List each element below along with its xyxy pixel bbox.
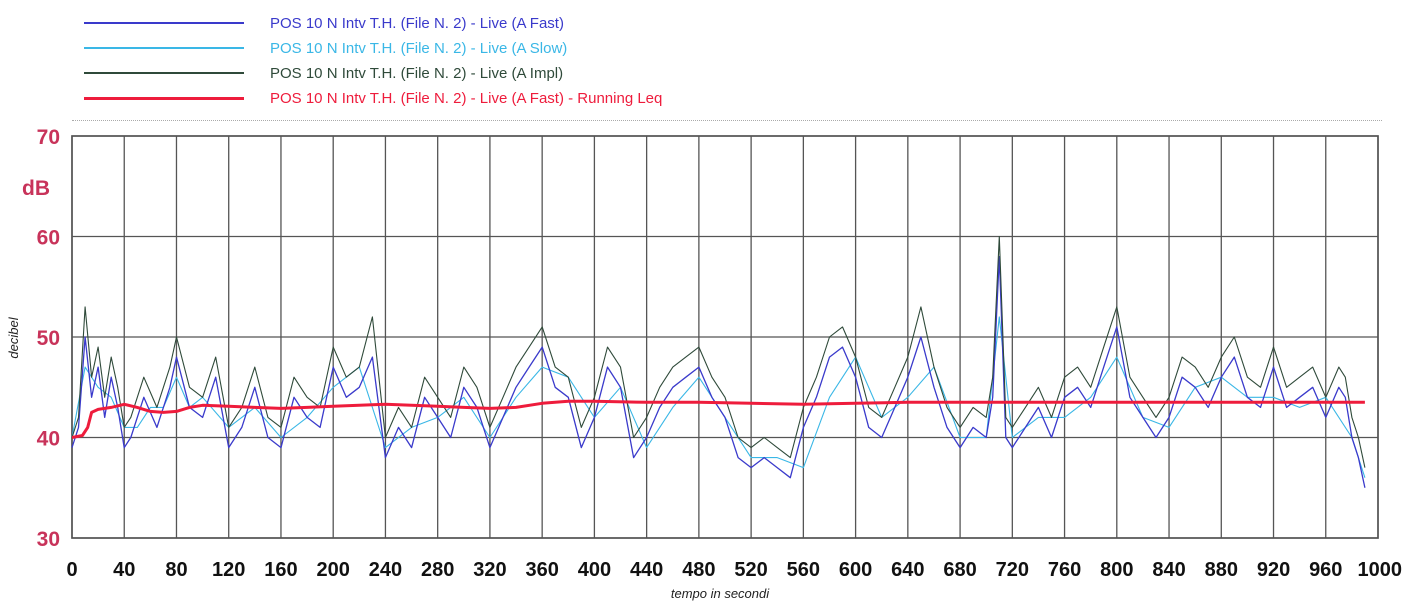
x-axis-label: tempo in secondi: [671, 586, 770, 601]
series-layer: [71, 235, 1366, 488]
x-tick-label: 80: [165, 559, 187, 581]
legend-swatch: [84, 72, 244, 74]
chart-legend: POS 10 N Intv T.H. (File N. 2) - Live (A…: [72, 6, 1382, 121]
legend-swatch: [84, 47, 244, 49]
x-tick-label: 760: [1048, 559, 1081, 581]
x-tick-label: 600: [839, 559, 872, 581]
legend-entry: POS 10 N Intv T.H. (File N. 2) - Live (A…: [84, 62, 563, 84]
x-tick-label: 480: [682, 559, 715, 581]
x-tick-label: 920: [1257, 559, 1290, 581]
legend-label: POS 10 N Intv T.H. (File N. 2) - Live (A…: [270, 39, 568, 57]
series-line-4: [71, 399, 1365, 439]
x-tick-label: 800: [1100, 559, 1133, 581]
x-tick-label: 0: [66, 559, 77, 581]
grid-lines: [71, 135, 1379, 539]
x-tick-label: 1000: [1358, 559, 1403, 581]
x-tick-label: 200: [317, 559, 350, 581]
series-line-2: [71, 316, 1366, 478]
y-unit-label: dB: [22, 177, 50, 200]
y-tick-label: 50: [37, 327, 60, 350]
y-tick-label: 40: [37, 428, 60, 451]
x-tick-label: 240: [369, 559, 402, 581]
x-tick-label: 880: [1205, 559, 1238, 581]
x-tick-label: 400: [578, 559, 611, 581]
legend-entry: POS 10 N Intv T.H. (File N. 2) - Live (A…: [84, 12, 564, 34]
y-tick-label: 30: [37, 528, 60, 551]
y-tick-label: 60: [37, 227, 60, 250]
y-axis-ticks: 30 40 50 60 70: [37, 126, 60, 551]
legend-entry: POS 10 N Intv T.H. (File N. 2) - Live (A…: [84, 37, 567, 59]
legend-swatch: [84, 22, 244, 24]
x-tick-label: 640: [891, 559, 924, 581]
x-tick-label: 520: [734, 559, 767, 581]
x-tick-label: 320: [473, 559, 506, 581]
legend-swatch: [84, 96, 244, 100]
x-tick-label: 120: [212, 559, 245, 581]
x-tick-label: 360: [525, 559, 558, 581]
x-tick-label: 680: [943, 559, 976, 581]
x-axis-ticks: 0 40 80 120 160 200 240 280 320 360 400 440 480 520 56…: [66, 559, 1402, 581]
legend-label: POS 10 N Intv T.H. (File N. 2) - Live (A…: [270, 89, 663, 107]
legend-label: POS 10 N Intv T.H. (File N. 2) - Live (A…: [270, 64, 564, 82]
x-tick-label: 440: [630, 559, 663, 581]
legend-entry: POS 10 N Intv T.H. (File N. 2) - Live (A…: [84, 87, 662, 109]
x-tick-label: 280: [421, 559, 454, 581]
x-tick-label: 560: [787, 559, 820, 581]
y-axis-label: decibel: [6, 316, 21, 358]
y-tick-label: 70: [37, 126, 60, 149]
x-tick-label: 960: [1309, 559, 1342, 581]
legend-label: POS 10 N Intv T.H. (File N. 2) - Live (A…: [270, 14, 564, 32]
x-tick-label: 160: [264, 559, 297, 581]
x-tick-label: 840: [1152, 559, 1185, 581]
x-tick-label: 40: [113, 559, 135, 581]
series-line-1: [71, 255, 1366, 488]
x-tick-label: 720: [996, 559, 1029, 581]
